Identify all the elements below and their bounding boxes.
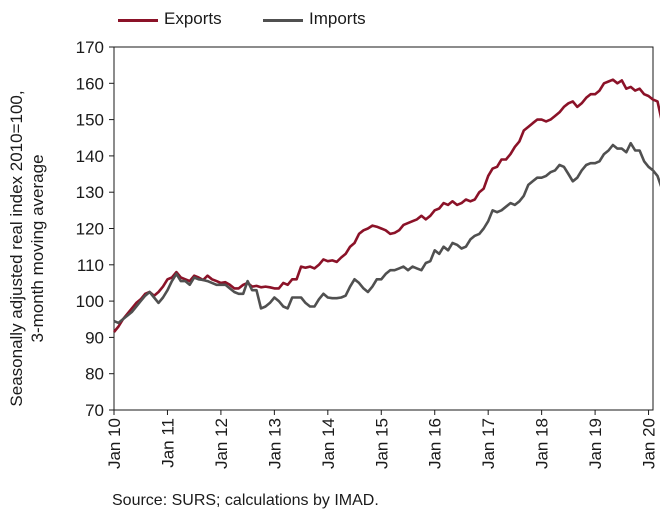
y-tick-label: 90 [85, 328, 104, 347]
legend-exports-label: Exports [164, 9, 222, 28]
y-tick-label: 120 [76, 220, 104, 239]
x-tick-label: Jan 16 [426, 418, 445, 469]
source-note: Source: SURS; calculations by IMAD. [112, 492, 379, 509]
x-tick-label: Jan 12 [212, 418, 231, 469]
legend-exports-swatch [118, 19, 158, 22]
x-tick-label: Jan 19 [586, 418, 605, 469]
chart-series [112, 78, 660, 333]
y-tick-label: 170 [76, 38, 104, 57]
legend-imports-swatch [263, 19, 303, 22]
series-line-imports [113, 141, 660, 325]
x-tick-label: Jan 17 [479, 418, 498, 469]
y-tick-label: 140 [76, 147, 104, 166]
legend-imports-label: Imports [309, 9, 366, 28]
x-tick-label: Jan 20 [640, 418, 659, 469]
y-tick-label: 100 [76, 292, 104, 311]
y-tick-label: 70 [85, 401, 104, 420]
series-line-exports [112, 78, 660, 333]
x-tick-label: Jan 15 [372, 418, 391, 469]
y-tick-label: 130 [76, 183, 104, 202]
y-axis-label-line: Seasonally adjusted real index 2010=100, [7, 90, 26, 406]
x-tick-label: Jan 13 [265, 418, 284, 469]
x-tick-label: Jan 11 [158, 418, 177, 468]
x-tick-label: Jan 14 [319, 418, 338, 469]
y-axis-label-line: 3-month moving average [28, 154, 47, 342]
y-tick-label: 110 [77, 256, 104, 275]
y-tick-label: 80 [85, 365, 104, 384]
y-tick-label: 150 [76, 111, 104, 130]
y-tick-label: 160 [76, 74, 104, 93]
chart-axes: 70 80 90 100 110 120 130 140 150 160 170 Jan 10 Jan … [76, 38, 659, 469]
x-tick-label: Jan 18 [533, 418, 552, 469]
y-axis-label: Seasonally adjusted real index 2010=100,… [7, 90, 47, 406]
x-tick-label: Jan 10 [105, 418, 124, 469]
